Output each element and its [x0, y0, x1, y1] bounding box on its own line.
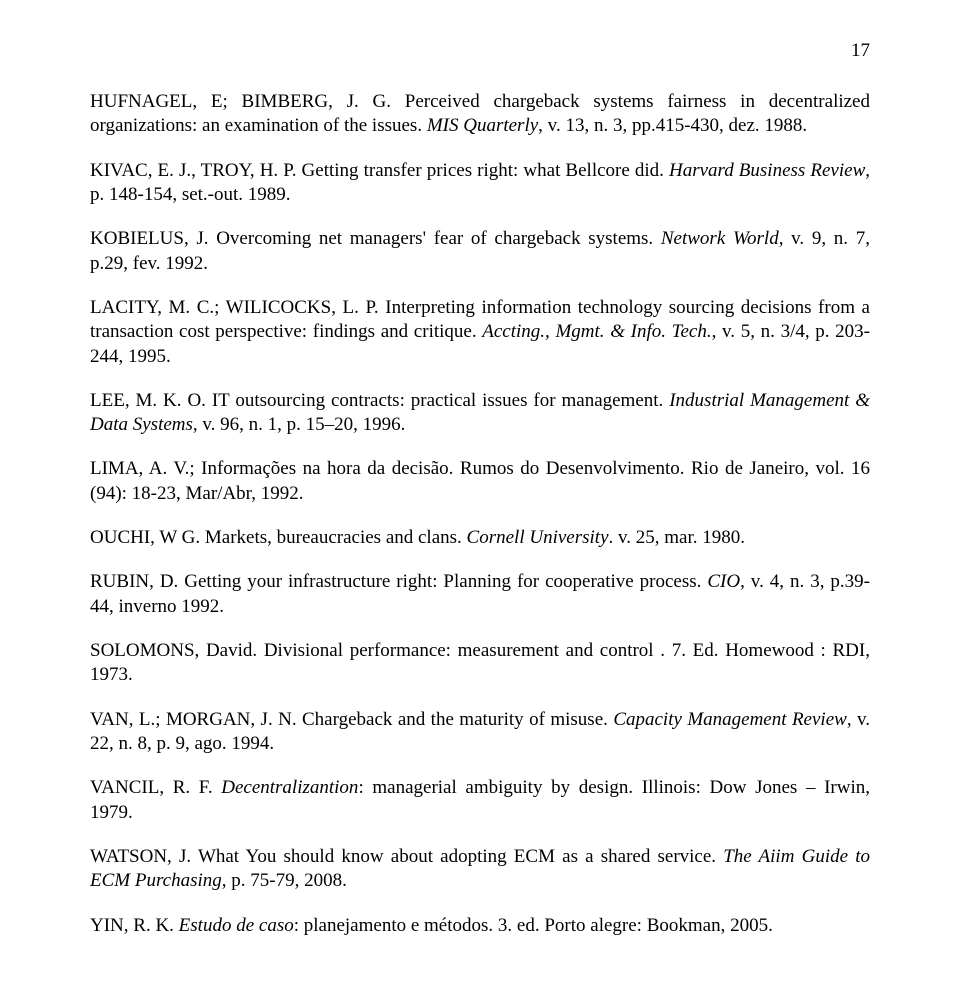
reference-text: , v. 96, n. 1, p. 15–20, 1996.: [193, 414, 406, 435]
reference-entry: VAN, L.; MORGAN, J. N. Chargeback and th…: [90, 708, 870, 757]
reference-text: SOLOMONS, David. Divisional performance:…: [90, 640, 870, 685]
reference-text: , p. 75-79, 2008.: [222, 870, 347, 891]
reference-italic-text: Cornell University: [467, 527, 609, 548]
reference-text: KIVAC, E. J., TROY, H. P. Getting transf…: [90, 160, 669, 181]
reference-italic-text: MIS Quarterly: [427, 115, 538, 136]
references-list: HUFNAGEL, E; BIMBERG, J. G. Perceived ch…: [90, 90, 870, 938]
reference-text: YIN, R. K.: [90, 915, 179, 936]
reference-entry: LACITY, M. C.; WILICOCKS, L. P. Interpre…: [90, 296, 870, 369]
reference-italic-text: Network World: [661, 228, 779, 249]
page-container: 17 HUFNAGEL, E; BIMBERG, J. G. Perceived…: [0, 0, 960, 998]
reference-entry: WATSON, J. What You should know about ad…: [90, 845, 870, 894]
reference-entry: YIN, R. K. Estudo de caso: planejamento …: [90, 914, 870, 938]
reference-entry: KIVAC, E. J., TROY, H. P. Getting transf…: [90, 159, 870, 208]
reference-text: , v. 13, n. 3, pp.415-430, dez. 1988.: [538, 115, 807, 136]
page-number: 17: [90, 40, 870, 62]
reference-entry: LEE, M. K. O. IT outsourcing contracts: …: [90, 389, 870, 438]
reference-text: VANCIL, R. F.: [90, 777, 221, 798]
reference-italic-text: Estudo de caso: [179, 915, 294, 936]
reference-text: : planejamento e métodos. 3. ed. Porto a…: [294, 915, 773, 936]
reference-entry: KOBIELUS, J. Overcoming net managers' fe…: [90, 227, 870, 276]
reference-entry: RUBIN, D. Getting your infrastructure ri…: [90, 570, 870, 619]
reference-entry: LIMA, A. V.; Informações na hora da deci…: [90, 457, 870, 506]
reference-text: VAN, L.; MORGAN, J. N. Chargeback and th…: [90, 709, 613, 730]
reference-italic-text: Harvard Business Review: [669, 160, 865, 181]
reference-text: KOBIELUS, J. Overcoming net managers' fe…: [90, 228, 661, 249]
reference-text: LEE, M. K. O. IT outsourcing contracts: …: [90, 390, 669, 411]
reference-entry: SOLOMONS, David. Divisional performance:…: [90, 639, 870, 688]
reference-text: . v. 25, mar. 1980.: [609, 527, 746, 548]
reference-text: RUBIN, D. Getting your infrastructure ri…: [90, 571, 707, 592]
reference-text: LIMA, A. V.; Informações na hora da deci…: [90, 458, 870, 503]
reference-italic-text: CIO: [707, 571, 740, 592]
reference-entry: VANCIL, R. F. Decentralizantion: manager…: [90, 776, 870, 825]
reference-entry: HUFNAGEL, E; BIMBERG, J. G. Perceived ch…: [90, 90, 870, 139]
reference-entry: OUCHI, W G. Markets, bureaucracies and c…: [90, 526, 870, 550]
reference-italic-text: Decentralizantion: [221, 777, 358, 798]
reference-text: WATSON, J. What You should know about ad…: [90, 846, 723, 867]
reference-text: OUCHI, W G. Markets, bureaucracies and c…: [90, 527, 467, 548]
reference-italic-text: Accting., Mgmt. & Info. Tech.: [482, 321, 711, 342]
reference-italic-text: Capacity Management Review: [613, 709, 847, 730]
